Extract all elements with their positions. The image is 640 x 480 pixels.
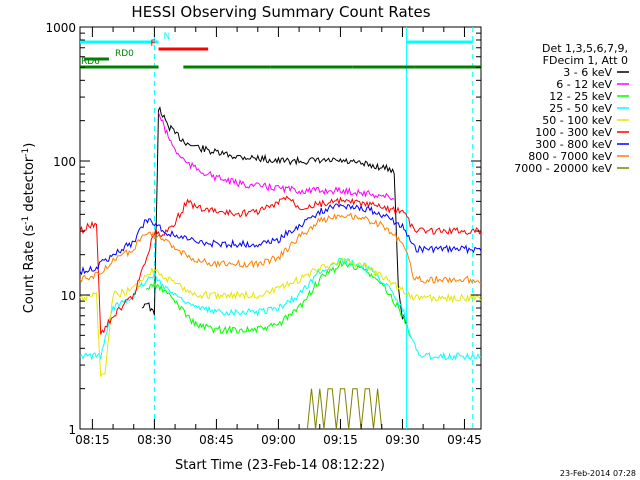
legend-label: 3 - 6 keV	[563, 66, 612, 79]
x-tick-label: 08:15	[75, 433, 110, 447]
legend-header-line: FDecim 1, Att 0	[543, 54, 628, 67]
series-3-6-kev	[141, 105, 407, 324]
legend-label: 100 - 300 keV	[535, 126, 612, 139]
x-tick-label: 09:15	[323, 433, 358, 447]
y-tick-label: 10	[61, 289, 76, 303]
legend-label: 50 - 100 keV	[542, 114, 612, 127]
legend-label: 800 - 7000 keV	[528, 150, 612, 163]
series-50-100-kev	[79, 257, 482, 377]
x-axis: 08:15 08:30 08:45 09:00 09:15 09:30 09:45	[75, 27, 482, 447]
legend-header-line: Det 1,3,5,6,7,9,	[542, 42, 628, 55]
x-axis-label: Start Time (23-Feb-14 08:12:22)	[175, 458, 385, 473]
footer-date: 23-Feb-2014 07:28	[560, 469, 636, 478]
status-bar-label-f: F	[151, 39, 156, 49]
legend-label: 25 - 50 keV	[549, 102, 612, 115]
y-tick-label: 1000	[45, 21, 76, 35]
status-bar-label-rd0: RD0	[115, 49, 134, 59]
series-25-50-kev	[79, 257, 482, 361]
legend: Det 1,3,5,6,7,9,FDecim 1, Att 03 - 6 keV…	[514, 42, 629, 175]
x-tick-label: 09:30	[385, 433, 420, 447]
series-12-25-kev	[145, 259, 412, 338]
y-axis-label: Count Rate (s-1 detector-1)	[21, 143, 37, 314]
vertical-markers	[153, 27, 474, 429]
series-7000-20000-kev	[306, 388, 383, 430]
x-tick-label: 09:00	[261, 433, 296, 447]
legend-label: 6 - 12 keV	[556, 78, 612, 91]
y-axis: 1 10 100 1000	[45, 21, 481, 437]
chart-title: HESSI Observing Summary Count Rates	[131, 3, 430, 21]
status-bars: NF RD0 RD6	[80, 32, 481, 69]
legend-label: 300 - 800 keV	[535, 138, 612, 151]
y-tick-label: 1	[68, 423, 76, 437]
y-axis-label-end: )	[22, 143, 37, 148]
plot-frame	[79, 26, 482, 430]
y-axis-label-mid: detector	[22, 156, 37, 216]
status-bar-label-n: N	[164, 32, 171, 42]
legend-label: 7000 - 20000 keV	[514, 162, 612, 175]
y-axis-label-sup1: -1	[21, 216, 31, 225]
plot-area: NF RD0 RD6 1 10 100 1000 08:15 08:30 08:45 09:00…	[45, 21, 481, 447]
x-tick-label: 09:45	[447, 433, 482, 447]
x-tick-label: 08:45	[199, 433, 234, 447]
y-tick-label: 100	[53, 155, 76, 169]
series-lines	[79, 105, 482, 430]
series-800-7000-kev	[79, 212, 482, 285]
legend-label: 12 - 25 keV	[549, 90, 612, 103]
y-axis-label-sup2: -1	[21, 148, 31, 157]
status-bar-label-rd6: RD6	[81, 57, 100, 67]
series-6-12-kev	[158, 112, 395, 201]
series-300-800-kev	[79, 203, 482, 276]
x-tick-label: 08:30	[137, 433, 172, 447]
series-100-300-kev	[79, 195, 482, 335]
y-axis-label-main: Count Rate (s	[22, 225, 37, 314]
